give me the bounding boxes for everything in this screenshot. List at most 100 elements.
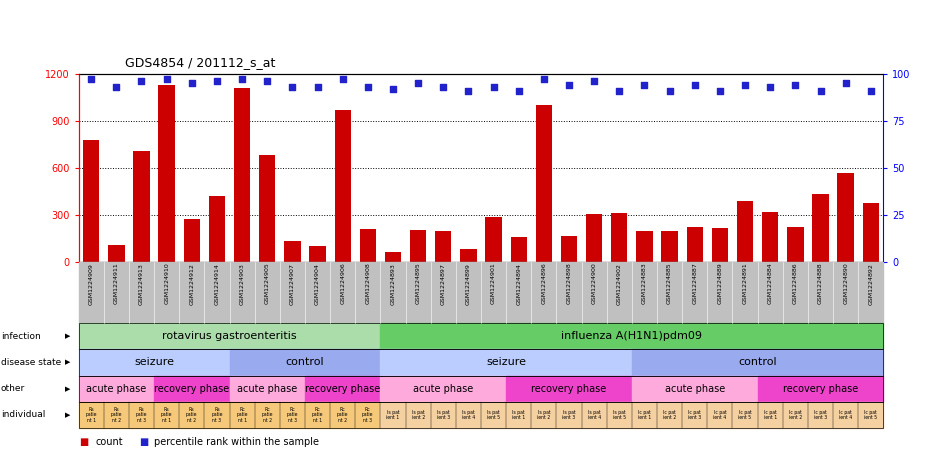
Text: GSM1224907: GSM1224907 [290,263,295,304]
Text: GSM1224904: GSM1224904 [315,263,320,304]
Point [260,78,275,85]
Point [586,78,601,85]
Point [612,87,627,94]
Point [737,82,752,89]
Bar [863,203,879,262]
Bar [284,241,301,262]
Text: individual: individual [1,410,45,419]
Text: GSM1224909: GSM1224909 [89,263,93,304]
Text: ▶: ▶ [65,359,70,366]
Text: Ic pat
ient 1: Ic pat ient 1 [763,410,777,420]
Point [487,83,501,91]
Text: seizure: seizure [487,357,526,367]
Text: Rs
patie
nt 1: Rs patie nt 1 [161,407,172,423]
Point [210,78,225,85]
Text: control: control [286,357,325,367]
Text: GSM1224902: GSM1224902 [617,263,622,304]
Point [687,82,702,89]
Text: infection: infection [1,332,41,341]
Text: Rc
patie
nt 2: Rc patie nt 2 [262,407,273,423]
Bar [762,212,778,262]
Bar [486,217,501,262]
Text: GSM1224903: GSM1224903 [240,263,244,304]
Text: GSM1224888: GSM1224888 [818,263,823,304]
Text: Rs
patie
nt 3: Rs patie nt 3 [136,407,147,423]
Text: other: other [1,384,25,393]
Point [662,87,677,94]
Text: recovery phase: recovery phase [305,384,380,394]
Text: GSM1224898: GSM1224898 [566,263,572,304]
Bar [234,88,251,262]
Bar [837,173,854,262]
Text: disease state: disease state [1,358,61,367]
Text: GDS4854 / 201112_s_at: GDS4854 / 201112_s_at [125,56,276,69]
Text: GSM1224893: GSM1224893 [390,263,396,304]
Text: acute phase: acute phase [237,384,297,394]
Text: GSM1224912: GSM1224912 [190,263,194,304]
Point [561,82,576,89]
Text: recovery phase: recovery phase [154,384,229,394]
Bar [737,201,753,262]
Text: GSM1224908: GSM1224908 [365,263,370,304]
Point [109,83,124,91]
Text: Ic pat
ient 3: Ic pat ient 3 [688,410,701,420]
Text: recovery phase: recovery phase [783,384,858,394]
Point [386,85,401,92]
Text: GSM1224885: GSM1224885 [667,263,672,304]
Text: Is pat
ient 2: Is pat ient 2 [412,410,425,420]
Bar [561,236,577,262]
Text: Ic pat
ient 1: Ic pat ient 1 [638,410,651,420]
Bar [309,246,326,262]
Point [134,78,149,85]
Point [712,87,727,94]
Text: GSM1224887: GSM1224887 [692,263,697,304]
Text: Rs
patie
nt 3: Rs patie nt 3 [211,407,223,423]
Text: control: control [738,357,777,367]
Point [285,83,300,91]
Text: GSM1224910: GSM1224910 [164,263,169,304]
Bar [209,196,225,262]
Text: Ic pat
ient 2: Ic pat ient 2 [663,410,676,420]
Text: Rc
patie
nt 3: Rc patie nt 3 [362,407,374,423]
Text: Rc
patie
nt 1: Rc patie nt 1 [312,407,323,423]
Bar [511,237,527,262]
Bar [410,230,426,262]
Text: GSM1224892: GSM1224892 [869,263,873,304]
Text: Ic pat
ient 4: Ic pat ient 4 [839,410,852,420]
Text: ▶: ▶ [65,412,70,418]
Bar [711,228,728,262]
Point [84,76,99,83]
Text: Is pat
ient 2: Is pat ient 2 [537,410,550,420]
Text: GSM1224889: GSM1224889 [718,263,722,304]
Text: seizure: seizure [134,357,174,367]
Point [361,83,376,91]
Text: Is pat
ient 3: Is pat ient 3 [437,410,450,420]
Text: GSM1224894: GSM1224894 [516,263,521,304]
Text: ■: ■ [139,437,148,447]
Point [436,83,450,91]
Bar [611,213,627,262]
Text: GSM1224897: GSM1224897 [441,263,446,304]
Text: Ic pat
ient 2: Ic pat ient 2 [789,410,802,420]
Point [763,83,778,91]
Bar [108,246,125,262]
Text: Is pat
ient 5: Is pat ient 5 [612,410,626,420]
Bar [385,252,401,262]
Point [512,87,526,94]
Bar [787,226,804,262]
Text: GSM1224900: GSM1224900 [592,263,597,304]
Point [461,87,475,94]
Text: recovery phase: recovery phase [531,384,607,394]
Text: acute phase: acute phase [665,384,725,394]
Text: Is pat
ient 4: Is pat ient 4 [587,410,600,420]
Text: ▶: ▶ [65,386,70,392]
Bar [184,219,200,262]
Text: GSM1224911: GSM1224911 [114,263,118,304]
Text: GSM1224901: GSM1224901 [491,263,496,304]
Text: Rs
patie
nt 2: Rs patie nt 2 [111,407,122,423]
Point [863,87,878,94]
Text: Ic pat
ient 3: Ic pat ient 3 [814,410,827,420]
Text: Is pat
ient 1: Is pat ient 1 [387,410,400,420]
Text: Is pat
ient 3: Is pat ient 3 [562,410,575,420]
Point [159,76,174,83]
